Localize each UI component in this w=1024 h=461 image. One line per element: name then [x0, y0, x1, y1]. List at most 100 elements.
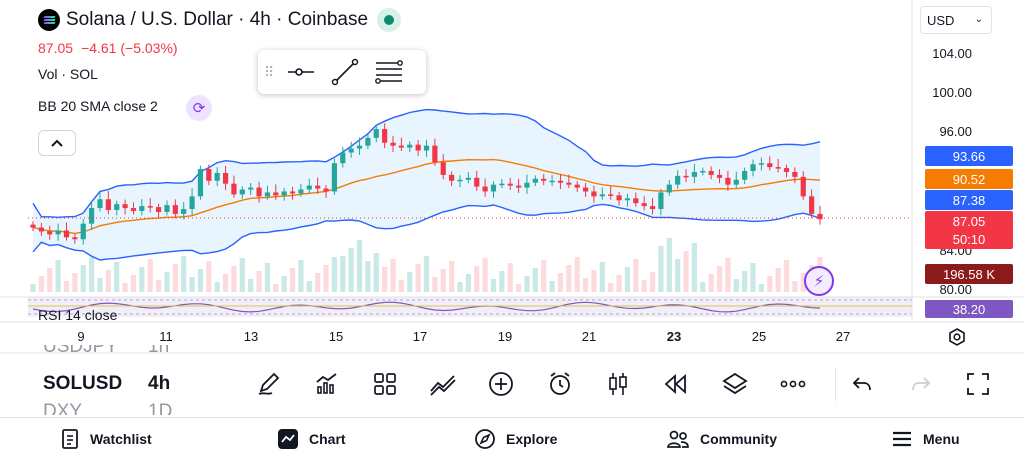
nav-explore[interactable]: Explore [474, 426, 557, 452]
volume-bar [541, 260, 547, 292]
candle-body [206, 169, 212, 181]
price-scale-label: 104.00 [932, 46, 972, 61]
bollinger-indicator-label[interactable]: BB 20 SMA close 2 [38, 98, 158, 114]
horizontal-ray-icon[interactable] [286, 60, 316, 84]
candle-body [281, 191, 287, 196]
volume-bar [515, 284, 522, 292]
settings-icon[interactable] [947, 327, 967, 347]
lightning-icon[interactable]: ⚡ [804, 266, 834, 296]
candle-body [298, 189, 304, 194]
candle-body [658, 192, 664, 210]
volume-bar [105, 270, 111, 292]
volume-bar [608, 283, 614, 292]
symbol-prev[interactable]: USDJPY 1h [43, 345, 170, 357]
nav-watchlist[interactable]: Watchlist [60, 426, 152, 452]
volume-bar [264, 263, 271, 292]
indicators-icon[interactable] [311, 368, 343, 400]
volume-bar [248, 279, 254, 292]
volume-bar [197, 269, 204, 292]
replay-icon[interactable] [660, 368, 692, 400]
volume-bar [432, 277, 438, 292]
symbol-current[interactable]: SOLUSD 4h [43, 373, 171, 394]
volume-bar [289, 268, 296, 292]
layers-icon[interactable] [719, 368, 751, 400]
refresh-icon[interactable]: ⟳ [186, 95, 212, 121]
candle-body [675, 175, 681, 185]
drag-handle-icon[interactable]: ⠿ [264, 63, 274, 80]
drawing-pen-icon[interactable] [253, 368, 285, 400]
volume-bar [566, 265, 572, 292]
trend-lines-icon[interactable] [427, 368, 459, 400]
candle-body [733, 179, 739, 185]
volume-bar [775, 268, 781, 292]
candle-body [582, 187, 589, 192]
basis-tag: 90.52 [925, 169, 1013, 189]
nav-chart[interactable]: Chart [277, 426, 346, 452]
candle-body [323, 188, 329, 192]
volume-bar [382, 267, 388, 292]
symbol-switcher[interactable]: USDJPY 1h SOLUSD 4h DXY 1D [38, 345, 178, 415]
nav-menu[interactable]: Menu [891, 426, 960, 452]
candle-body [373, 129, 379, 138]
volume-bar [633, 259, 639, 292]
market-status-icon[interactable] [377, 8, 401, 32]
candle-body [541, 178, 547, 181]
volume-bar [549, 281, 555, 292]
volume-bar [783, 260, 790, 292]
candle-body [172, 205, 178, 214]
add-icon[interactable] [485, 368, 517, 400]
candles-icon[interactable] [602, 368, 634, 400]
candle-body [214, 172, 220, 181]
candle-body [390, 142, 396, 146]
candle-body [758, 163, 764, 165]
compass-icon [475, 429, 495, 449]
volume-bar [147, 259, 153, 292]
candle-body [306, 185, 312, 190]
alert-icon[interactable] [544, 368, 576, 400]
bollinger-lower-line [32, 203, 821, 261]
volume-bar [725, 258, 731, 292]
nav-community[interactable]: Community [666, 426, 777, 452]
rsi-label[interactable]: RSI 14 close [38, 307, 118, 323]
volume-bar [490, 279, 497, 292]
candle-body [725, 177, 731, 185]
candle-body [197, 169, 204, 197]
symbol-title[interactable]: Solana / U.S. Dollar · 4h · Coinbase [66, 9, 369, 30]
volume-indicator-label[interactable]: Vol · SOL [38, 66, 98, 82]
volume-bar [742, 271, 748, 292]
candle-body [181, 209, 187, 214]
volume-bar [449, 261, 455, 292]
collapse-legend-button[interactable] [38, 130, 76, 156]
candle-body [89, 208, 95, 224]
time-axis-label: 19 [497, 329, 513, 344]
volume-bar [524, 276, 530, 292]
candle-body [716, 174, 723, 178]
volume-bar [214, 282, 220, 292]
trend-line-icon[interactable] [330, 57, 360, 87]
more-icon[interactable] [777, 368, 809, 400]
candle-body [365, 137, 371, 146]
currency-select[interactable]: USD ⌄ [920, 6, 992, 34]
candle-body [264, 192, 271, 197]
candle-body [130, 208, 137, 211]
fullscreen-icon[interactable] [962, 368, 994, 400]
layouts-icon[interactable] [369, 368, 401, 400]
volume-bar [356, 240, 363, 292]
volume-bar [733, 279, 739, 292]
volume-bar [750, 263, 756, 292]
fib-lines-icon[interactable] [374, 58, 404, 86]
volume-bar [398, 280, 404, 292]
volume-bar [340, 256, 346, 292]
symbol-next[interactable]: DXY 1D [43, 401, 173, 415]
candle-body [80, 223, 86, 240]
candle-body [809, 196, 815, 214]
volume-bar [574, 257, 580, 292]
candle-body [708, 171, 714, 175]
candle-body [683, 175, 689, 178]
candle-body [800, 176, 806, 197]
volume-bar [298, 260, 304, 292]
undo-icon[interactable] [846, 368, 878, 400]
candle-body [624, 198, 631, 201]
candle-body [499, 183, 505, 186]
